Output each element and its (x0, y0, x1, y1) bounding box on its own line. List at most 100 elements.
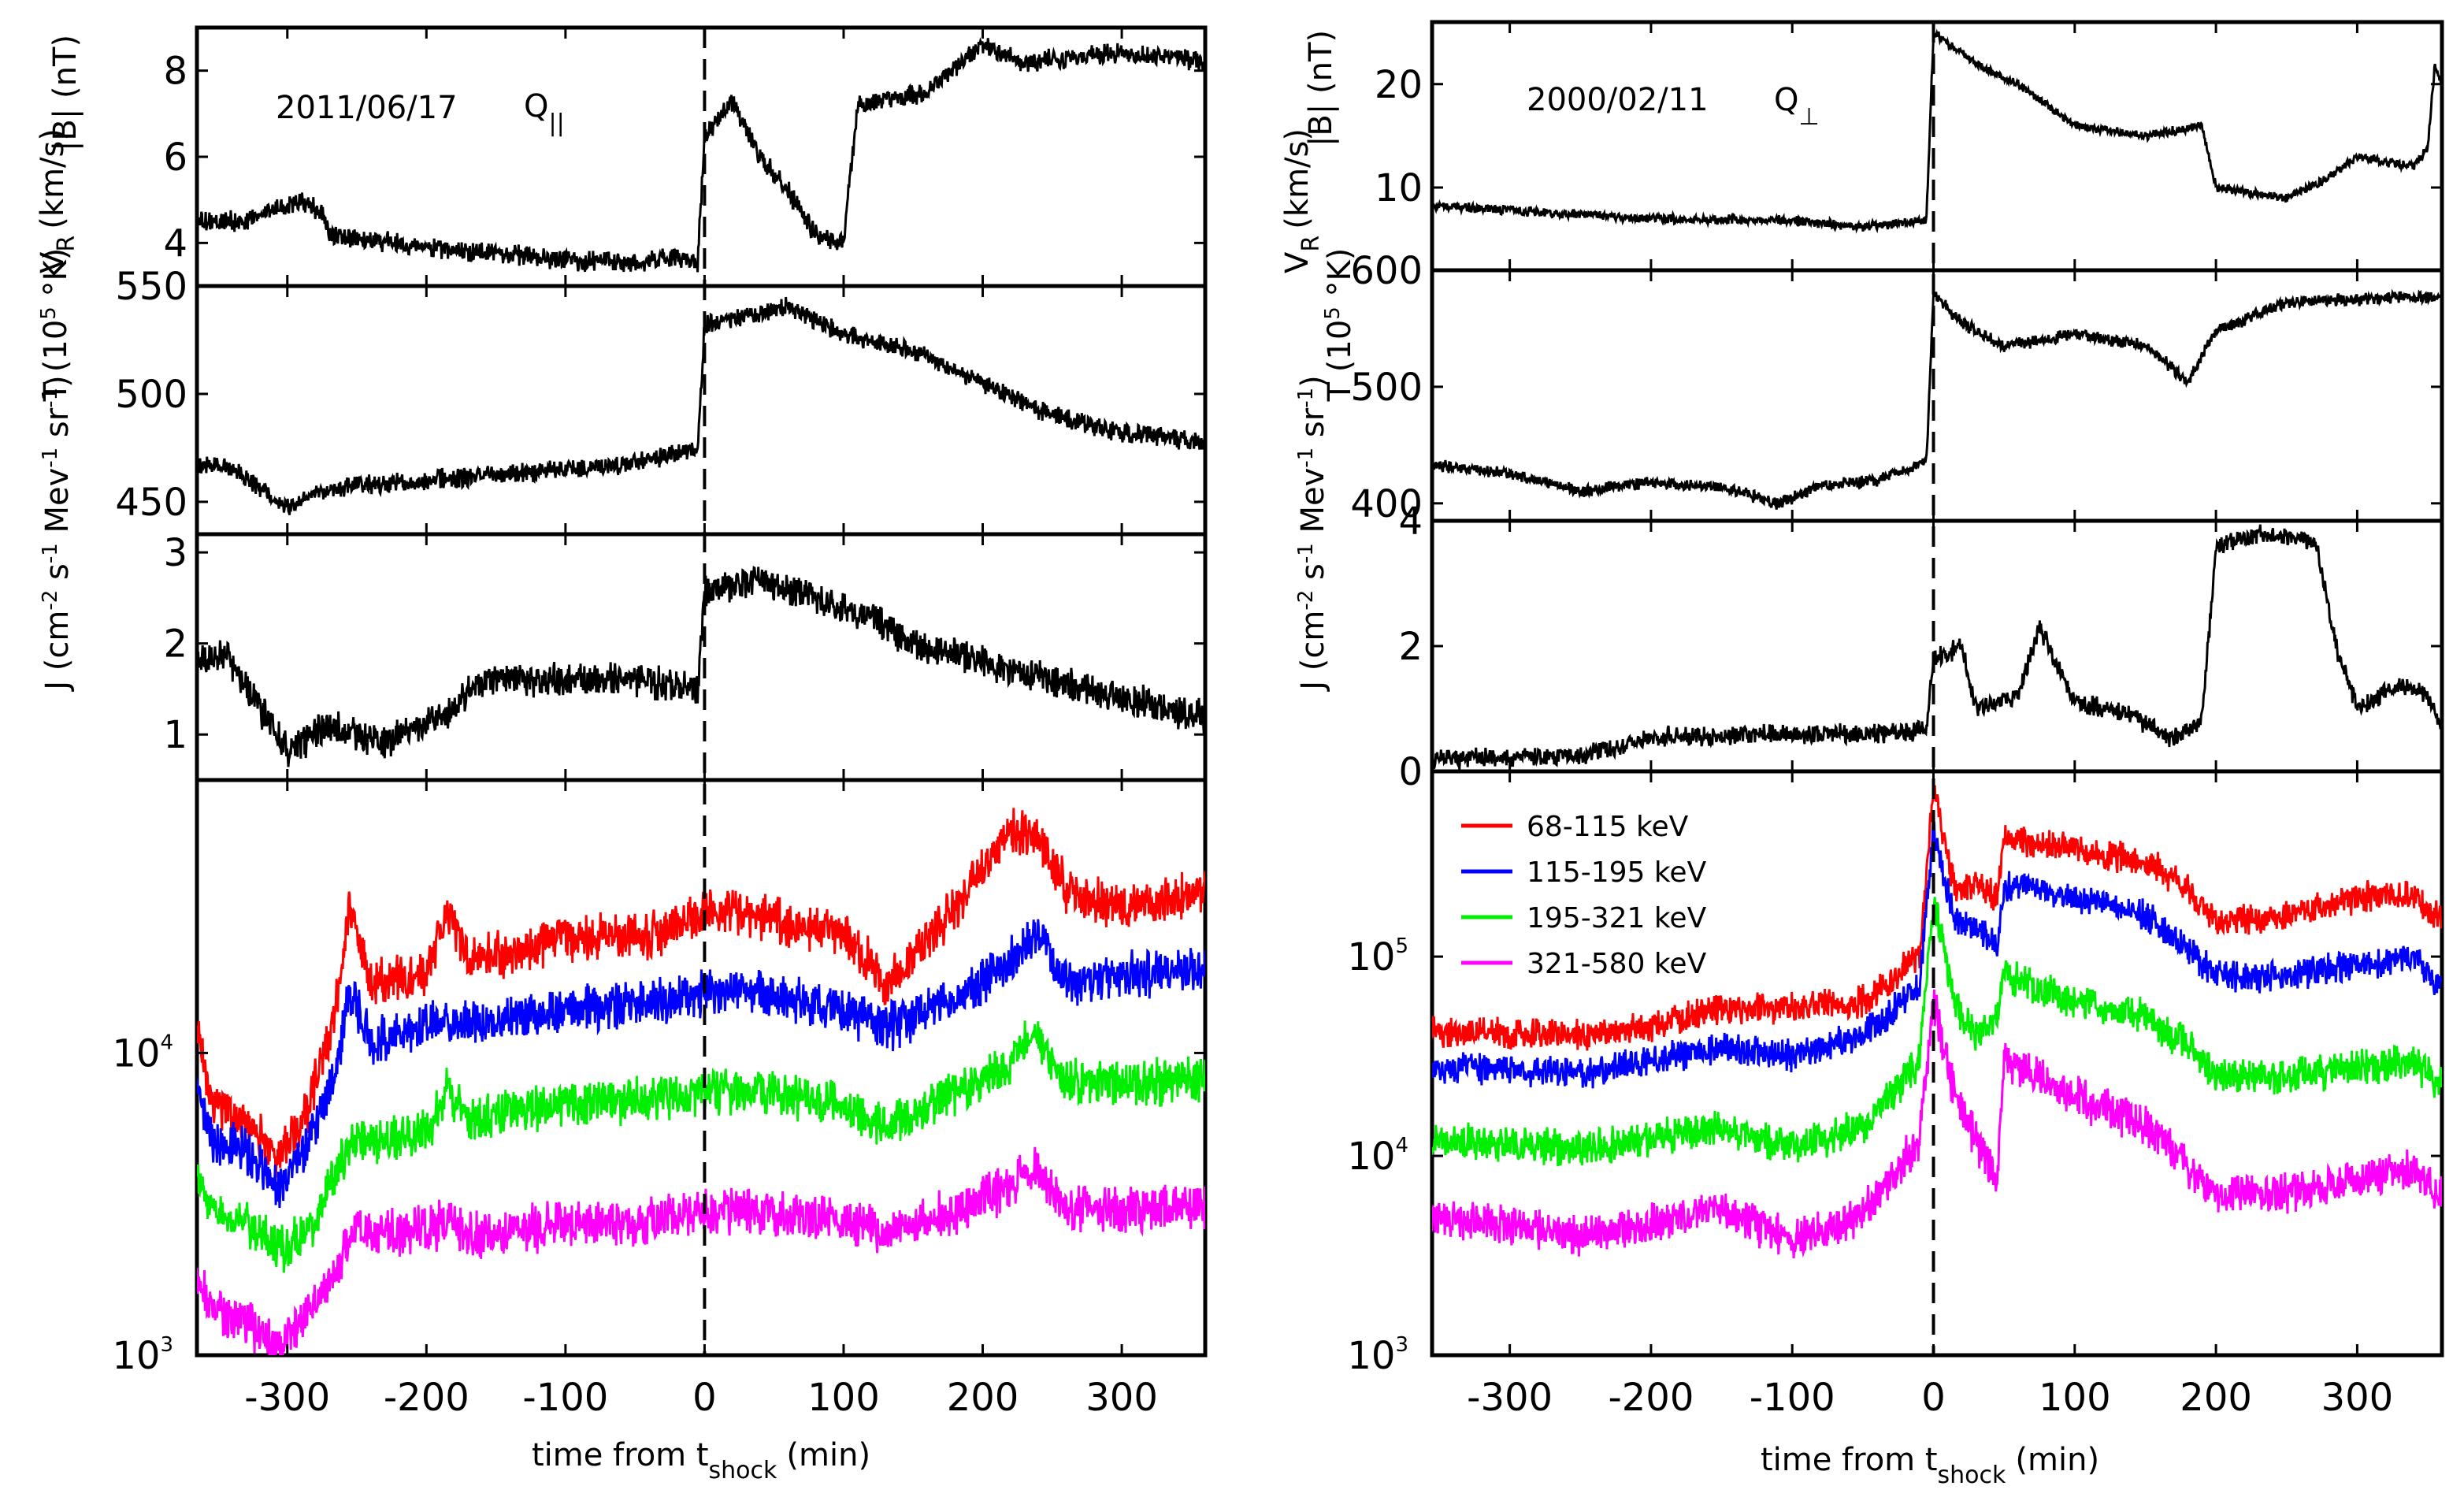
right-xlabel: time from tshock (min) (1761, 1442, 2099, 1489)
right-ylabel-v-main: V (1279, 251, 1315, 273)
left-chart: 2011/06/17 Q|| |B| (nT) VR (km/s) T (105 … (35, 25, 1208, 1484)
left-series-J-1 (197, 919, 1205, 1209)
right-series-J-3 (1432, 989, 2442, 1259)
right-ytick-label-p0-1: 20 (1375, 63, 1423, 107)
right-ylabel-v-sub: R (1297, 236, 1325, 252)
right-ylabel-t: T (105 °K) (1321, 248, 1358, 403)
right-ylabel-b-text: |B| (nT) (1303, 30, 1339, 147)
right-ylabel-v-unit: (km/s) (1279, 128, 1315, 229)
right-data-lines (1432, 28, 2442, 1259)
right-series-B (1432, 28, 2442, 234)
right-ylabel-j-main: J (cm (1295, 611, 1331, 693)
right-series-J-1 (1432, 819, 2442, 1089)
right-ylabel-v-text: VR (km/s) (1279, 128, 1325, 273)
left-xlabel-main: time from t (532, 1437, 709, 1473)
right-ylabel-t-text: T (105 °K) (1321, 248, 1358, 403)
left-xtick-label-3: 0 (692, 1376, 717, 1420)
left-ytick-label-p3-1: 104 (112, 1031, 173, 1075)
left-data-lines (197, 37, 1205, 1355)
right-legend: 68-115 keV 115-195 keV 195-321 keV 321-5… (1461, 811, 1707, 980)
legend-label-115-195: 115-195 keV (1527, 856, 1707, 889)
right-event-type: Q⊥ (1774, 82, 1820, 131)
left-xtick-label-2: -100 (522, 1376, 608, 1420)
right-chart: 2000/02/11 Q⊥ |B| (nT) VR (km/s) T (105 °… (1279, 20, 2444, 1489)
legend-label-68-115: 68-115 keV (1527, 811, 1689, 843)
left-series-J-3 (197, 1146, 1205, 1355)
right-panel-j-frame (1430, 769, 2444, 1358)
left-xlabel-sub: shock (709, 1457, 777, 1484)
left-ytick-label-p1-0: 450 (115, 481, 187, 525)
left-event-date: 2011/06/17 (276, 90, 458, 126)
right-event-type-sub: ⊥ (1798, 103, 1819, 131)
right-ytick-label-p1-0: 400 (1350, 482, 1423, 526)
left-xtick-label-1: -200 (384, 1376, 469, 1420)
left-ylabel-v-sub: R (53, 236, 80, 252)
left-series-J-0 (197, 808, 1205, 1178)
left-ylabel-b-text: |B| (nT) (47, 35, 83, 151)
right-ytick-label-p3-1: 104 (1347, 1134, 1408, 1179)
left-ytick-label-p1-2: 550 (115, 265, 187, 309)
right-xtick-label-1: -200 (1608, 1376, 1694, 1420)
right-xlabel-sub: shock (1938, 1462, 2006, 1489)
left-ylabel-j-main: J (cm (39, 611, 76, 693)
right-ylabel-j: J (cm-2 s-1 Mev-1 sr-1) (1294, 375, 1331, 693)
right-ylabel-j-text: J (cm-2 s-1 Mev-1 sr-1) (1294, 375, 1331, 693)
right-ylabel-t-unit: °K) (1322, 248, 1358, 307)
right-ytick-label-p3-2: 105 (1347, 934, 1408, 979)
left-ylabel-t-unit: °K) (38, 248, 74, 307)
left-ytick-label-p2-1: 2 (163, 622, 187, 667)
right-ylabel-v: VR (km/s) (1279, 128, 1325, 273)
left-ylabel-v-main: V (35, 251, 71, 273)
left-event-type: Q|| (524, 88, 565, 137)
left-ylabel-j-text: J (cm-2 s-1 Mev-1 sr-1) (39, 375, 76, 693)
left-ytick-label-p0-0: 4 (163, 221, 187, 266)
right-ylabel-b: |B| (nT) (1303, 30, 1339, 147)
right-xtick-label-3: 0 (1921, 1376, 1946, 1420)
left-series-B (197, 37, 1205, 273)
left-ytick-label-p1-1: 500 (115, 373, 187, 417)
left-series-J-2 (197, 1020, 1205, 1273)
right-ytick-label-p2-2: 4 (1398, 500, 1423, 544)
right-xtick-label-4: 100 (2039, 1376, 2111, 1420)
right-series-V (1432, 288, 2442, 510)
left-ytick-label-p3-0: 103 (112, 1333, 173, 1378)
legend-label-321-580: 321-580 keV (1527, 948, 1707, 980)
right-ytick-label-p1-2: 600 (1350, 249, 1423, 293)
left-xlabel-unit: (min) (786, 1437, 870, 1473)
right-xtick-label-6: 300 (2321, 1376, 2394, 1420)
left-xlabel: time from tshock (min) (532, 1437, 870, 1484)
right-series-T (1432, 524, 2442, 770)
left-event-type-main: Q (524, 88, 548, 124)
left-ticks: -300 -200 -100 0 100 200 300 4 6 8 450 500 550 1 2 3 103… (112, 28, 1205, 1420)
left-ytick-label-p0-2: 8 (163, 50, 187, 94)
left-xtick-label-4: 100 (807, 1376, 880, 1420)
right-ylabel-t-main: T (10 (1322, 320, 1358, 403)
right-series-J-2 (1432, 897, 2442, 1167)
right-xlabel-main: time from t (1761, 1442, 1938, 1478)
right-ytick-label-p3-0: 103 (1347, 1333, 1408, 1378)
left-ylabel-t-text: T (105 °K) (37, 248, 74, 403)
right-xtick-label-5: 200 (2180, 1376, 2252, 1420)
left-ylabel-t-sup: 5 (37, 306, 61, 320)
left-xtick-label-6: 300 (1085, 1376, 1158, 1420)
right-ytick-label-p0-0: 10 (1375, 166, 1423, 210)
right-event-type-main: Q (1774, 82, 1798, 118)
right-xlabel-unit: (min) (2015, 1442, 2099, 1478)
right-series-J-0 (1432, 785, 2442, 1051)
left-ylabel-t: T (105 °K) (37, 248, 74, 403)
left-ylabel-v: VR (km/s) (35, 128, 80, 273)
left-series-V (197, 296, 1205, 515)
left-ytick-label-p2-0: 1 (163, 713, 187, 757)
right-ytick-label-p2-0: 0 (1398, 750, 1423, 794)
right-ytick-label-p2-1: 2 (1398, 625, 1423, 669)
right-xtick-label-0: -300 (1467, 1376, 1553, 1420)
right-ytick-label-p1-1: 500 (1350, 366, 1423, 410)
left-xtick-label-0: -300 (244, 1376, 330, 1420)
right-ylabel-t-sup: 5 (1321, 306, 1345, 320)
left-ylabel-b: |B| (nT) (47, 35, 83, 151)
right-ticks: -300 -200 -100 0 100 200 300 10 20 400 500 600 0 2 4 10… (1347, 22, 2442, 1420)
left-series-T (197, 566, 1205, 767)
legend-label-195-321: 195-321 keV (1527, 902, 1707, 934)
left-ylabel-v-unit: (km/s) (35, 128, 71, 229)
